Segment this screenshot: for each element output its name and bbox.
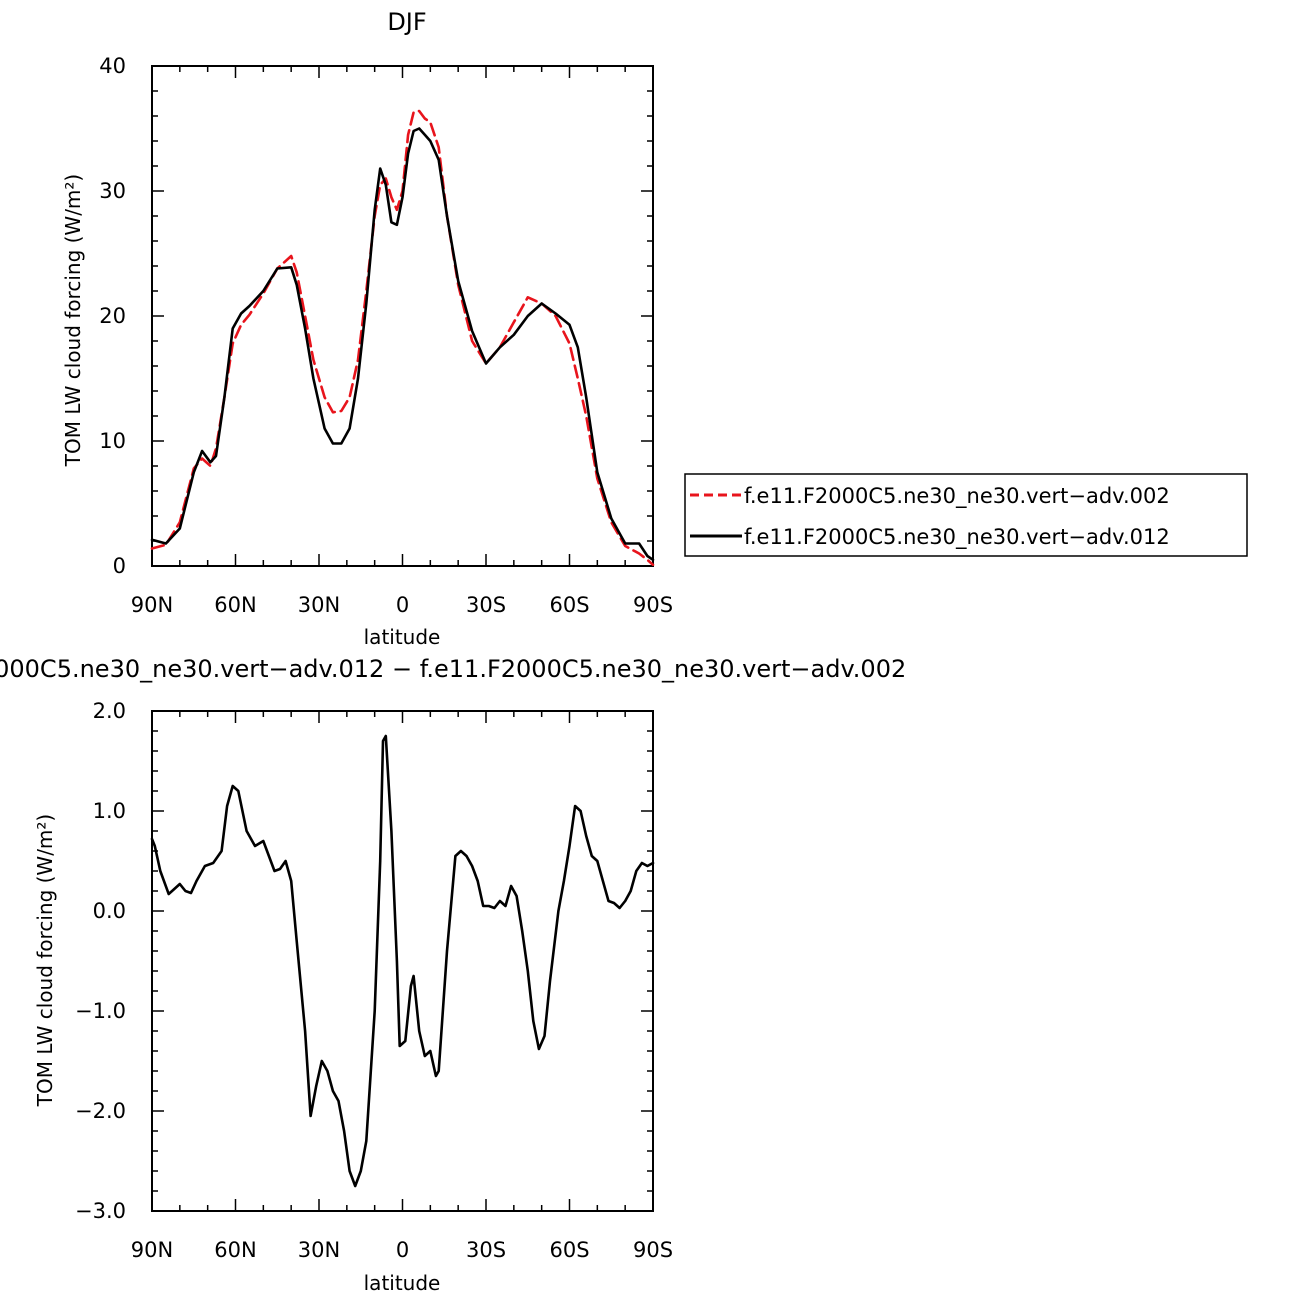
top-x-tick-label: 30N: [298, 593, 340, 617]
top-y-axis-label: TOM LW cloud forcing (W/m²): [61, 174, 85, 468]
bottom-plot-frame: [151, 710, 654, 1212]
bottom-x-tick-label: 30S: [466, 1238, 506, 1262]
top-x-axis-label: latitude: [364, 625, 441, 649]
legend-box: [684, 473, 1248, 557]
bottom-x-tick-label: 60N: [214, 1238, 256, 1262]
legend-label-002: f.e11.F2000C5.ne30_ne30.vert−adv.002: [744, 484, 1170, 509]
bottom-x-tick-label: 60S: [549, 1238, 589, 1262]
top-plot-frame: [151, 65, 654, 567]
top-x-tick-label: 60S: [549, 593, 589, 617]
bottom-x-tick-label: 30N: [298, 1238, 340, 1262]
legend: f.e11.F2000C5.ne30_ne30.vert−adv.002 f.e…: [684, 473, 1248, 557]
top-x-tick-label: 0: [396, 593, 409, 617]
bottom-x-tick-label: 0: [396, 1238, 409, 1262]
bottom-x-tick-label: 90N: [131, 1238, 173, 1262]
bottom-x-axis-label: latitude: [364, 1271, 441, 1295]
panel-bottom: f.e11.F2000C5.ne30_ne30.vert−adv.012 − f…: [0, 655, 906, 1295]
top-ticks: [151, 65, 654, 567]
top-y-tick-label: 30: [99, 179, 126, 203]
bottom-y-tick-label: −2.0: [75, 1099, 126, 1123]
top-title: DJF: [387, 8, 426, 36]
top-y-tick-labels: 0 10 20 30 40: [99, 54, 126, 578]
top-x-tick-labels: 90N 60N 30N 0 30S 60S 90S: [131, 593, 673, 617]
top-series-line-0: [150, 109, 655, 567]
top-x-tick-label: 90N: [131, 593, 173, 617]
top-y-tick-label: 10: [99, 429, 126, 453]
top-x-tick-label: 30S: [466, 593, 506, 617]
legend-label-012: f.e11.F2000C5.ne30_ne30.vert−adv.012: [744, 525, 1170, 550]
top-y-tick-label: 20: [99, 304, 126, 328]
bottom-y-tick-labels: −3.0 −2.0 −1.0 0.0 1.0 2.0: [75, 699, 126, 1223]
top-x-tick-label: 60N: [214, 593, 256, 617]
bottom-ticks: [151, 710, 654, 1212]
top-series-line-1: [150, 127, 655, 562]
bottom-title: f.e11.F2000C5.ne30_ne30.vert−adv.012 − f…: [0, 655, 906, 683]
top-series-lines: [150, 109, 655, 567]
bottom-y-tick-label: 2.0: [93, 699, 126, 723]
bottom-y-axis-label: TOM LW cloud forcing (W/m²): [33, 814, 57, 1108]
bottom-x-tick-labels: 90N 60N 30N 0 30S 60S 90S: [131, 1238, 673, 1262]
bottom-y-tick-label: −1.0: [75, 999, 126, 1023]
bottom-x-tick-label: 90S: [633, 1238, 673, 1262]
top-x-tick-label: 90S: [633, 593, 673, 617]
bottom-series-line-0: [150, 734, 655, 1188]
bottom-y-tick-label: 0.0: [93, 899, 126, 923]
bottom-series-lines: [150, 734, 655, 1188]
bottom-y-tick-label: −3.0: [75, 1199, 126, 1223]
panel-top: DJF 90N 60N 30N 0 30S 60S 90S 0 10 20 30 40 latitu…: [61, 8, 673, 649]
top-y-tick-label: 40: [99, 54, 126, 78]
bottom-y-tick-label: 1.0: [93, 799, 126, 823]
top-y-tick-label: 0: [113, 554, 126, 578]
